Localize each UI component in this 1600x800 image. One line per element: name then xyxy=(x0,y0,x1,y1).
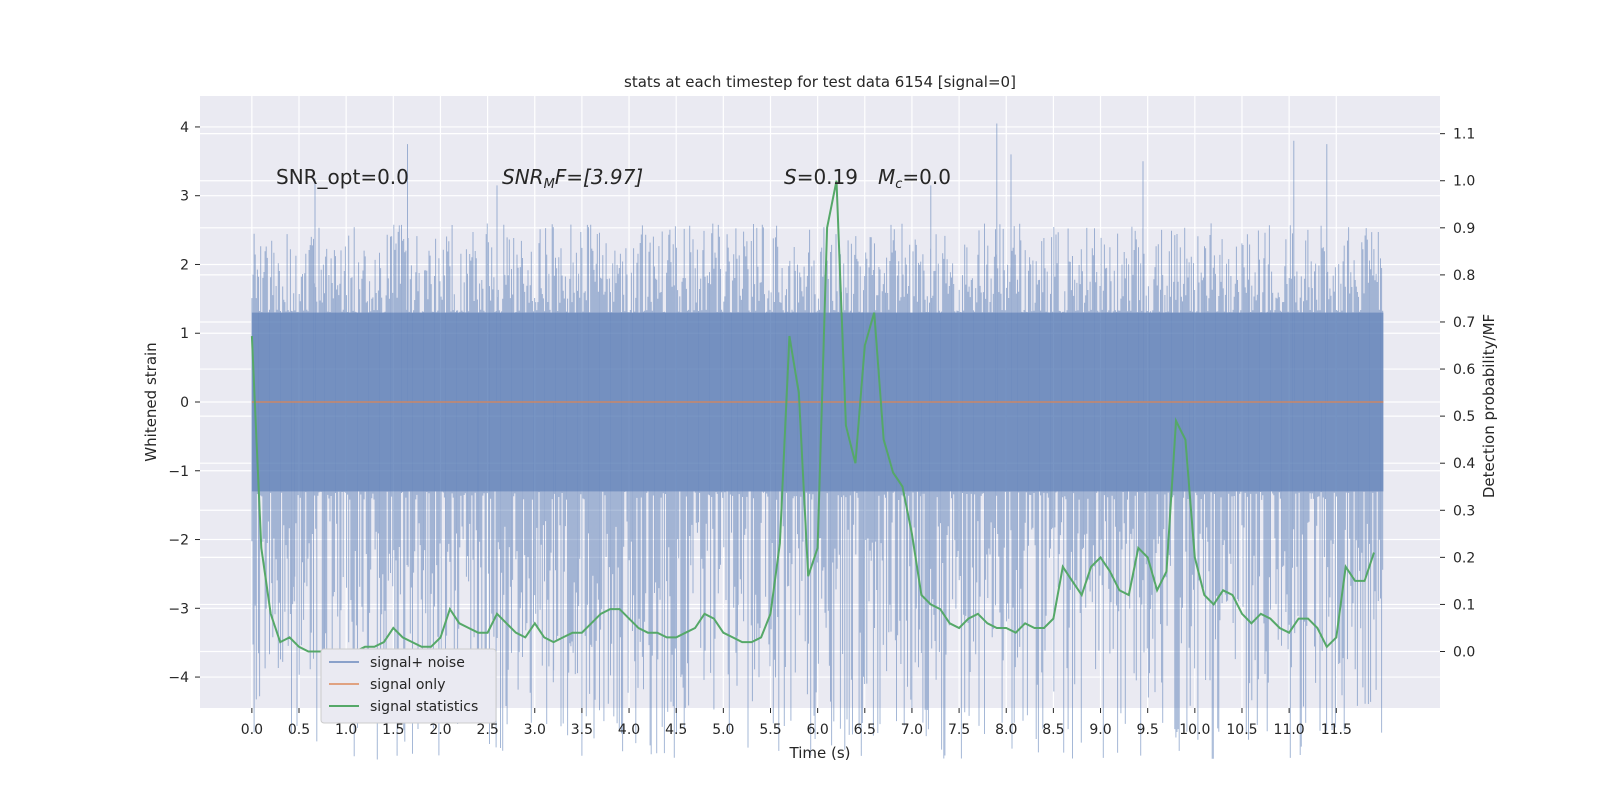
legend-label-signal-only: signal only xyxy=(370,677,445,693)
x-tick-label: 4.5 xyxy=(665,722,687,738)
x-axis-label: Time (s) xyxy=(789,744,851,762)
x-tick-label: 11.5 xyxy=(1321,722,1352,738)
x-tick-label: 10.5 xyxy=(1226,722,1257,738)
legend-label-signal-noise: signal+ noise xyxy=(370,655,465,671)
y2-tick-label: 0.1 xyxy=(1453,597,1475,613)
y-tick-label: 4 xyxy=(180,120,189,136)
annotation-mc-main: M xyxy=(878,165,895,189)
y2-tick-label: 0.7 xyxy=(1453,315,1475,331)
y2-tick-label: 1.0 xyxy=(1453,174,1475,190)
y2-tick-label: 0.6 xyxy=(1453,362,1475,378)
y-tick-label: 3 xyxy=(180,189,189,205)
annotation-stat-s-value: =0.19 xyxy=(797,165,858,189)
legend: signal+ noise signal only signal statist… xyxy=(320,648,497,724)
x-tick-label: 1.0 xyxy=(335,722,357,738)
y-tick-label: −4 xyxy=(168,670,189,686)
y2-tick-label: 0.5 xyxy=(1453,409,1475,425)
y-tick-label: 0 xyxy=(180,395,189,411)
y2-tick-label: 1.1 xyxy=(1453,127,1475,143)
chart-title: stats at each timestep for test data 615… xyxy=(624,73,1016,91)
x-tick-label: 5.5 xyxy=(759,722,781,738)
y2-tick-label: 0.4 xyxy=(1453,456,1475,472)
y2-tick-label: 0.0 xyxy=(1453,645,1475,661)
y2-tick-label: 0.8 xyxy=(1453,268,1475,284)
annotation-snr-mf: SNRMF=[3.97] xyxy=(502,165,643,192)
annotation-snr-mf-main: SNR xyxy=(502,165,544,189)
x-tick-label: 4.0 xyxy=(618,722,640,738)
y-tick-label: −1 xyxy=(168,464,189,480)
legend-label-signal-statistics: signal statistics xyxy=(370,699,478,715)
annotation-snr-mf-sub: M xyxy=(544,177,555,192)
y-tick-label: 2 xyxy=(180,257,189,273)
x-tick-label: 10.0 xyxy=(1179,722,1210,738)
annotation-mc-value: =0.0 xyxy=(902,165,951,189)
x-tick-label: 8.5 xyxy=(1042,722,1064,738)
annotation-stat-s-symbol: S xyxy=(784,165,797,189)
signal-statistics-series xyxy=(250,180,1375,653)
x-tick-label: 1.5 xyxy=(382,722,404,738)
y2-tick-label: 0.2 xyxy=(1453,550,1475,566)
x-tick-label: 2.0 xyxy=(429,722,451,738)
x-tick-label: 8.0 xyxy=(995,722,1017,738)
x-tick-label: 7.0 xyxy=(901,722,923,738)
annotation-stat-s: S=0.19 xyxy=(784,165,858,189)
y2-tick-label: 0.3 xyxy=(1453,503,1475,519)
y-axis-label: Whitened strain xyxy=(142,342,160,461)
y-tick-label: 1 xyxy=(180,326,189,342)
y-tick-label: −3 xyxy=(168,601,189,617)
x-tick-label: 9.0 xyxy=(1089,722,1111,738)
x-tick-label: 0.5 xyxy=(288,722,310,738)
annotation-snr-opt: SNR_opt=0.0 xyxy=(276,165,409,189)
x-tick-label: 0.0 xyxy=(241,722,263,738)
x-tick-label: 6.0 xyxy=(807,722,829,738)
x-tick-label: 5.0 xyxy=(712,722,734,738)
noise-spikes xyxy=(251,123,1384,760)
x-axis-ticks: 0.0 0.5 1.0 1.5 2.0 2.5 3.0 3.5 4.0 4.5 5.0 5.5 6.0 6… xyxy=(241,708,1352,738)
y-tick-label: −2 xyxy=(168,533,189,549)
annotation-snr-mf-rest: F=[3.97] xyxy=(555,165,643,189)
annotation-mc: Mc=0.0 xyxy=(878,165,951,192)
x-tick-label: 2.5 xyxy=(476,722,498,738)
y-axis-ticks: 4 3 2 1 0 −1 −2 −3 −4 xyxy=(168,120,200,686)
x-tick-label: 3.5 xyxy=(571,722,593,738)
x-tick-label: 11.0 xyxy=(1274,722,1305,738)
x-tick-label: 3.0 xyxy=(524,722,546,738)
x-tick-label: 6.5 xyxy=(854,722,876,738)
y2-axis-label: Detection probability/MF xyxy=(1480,314,1498,498)
y2-axis-ticks: 1.1 1.0 0.9 0.8 0.7 0.6 0.5 0.4 0.3 0.2 0.1 0.0 xyxy=(1440,127,1475,661)
annotation-mc-sub: c xyxy=(895,177,902,192)
legend-box xyxy=(320,648,497,724)
x-tick-label: 9.5 xyxy=(1137,722,1159,738)
x-tick-label: 7.5 xyxy=(948,722,970,738)
y2-tick-label: 0.9 xyxy=(1453,221,1475,237)
